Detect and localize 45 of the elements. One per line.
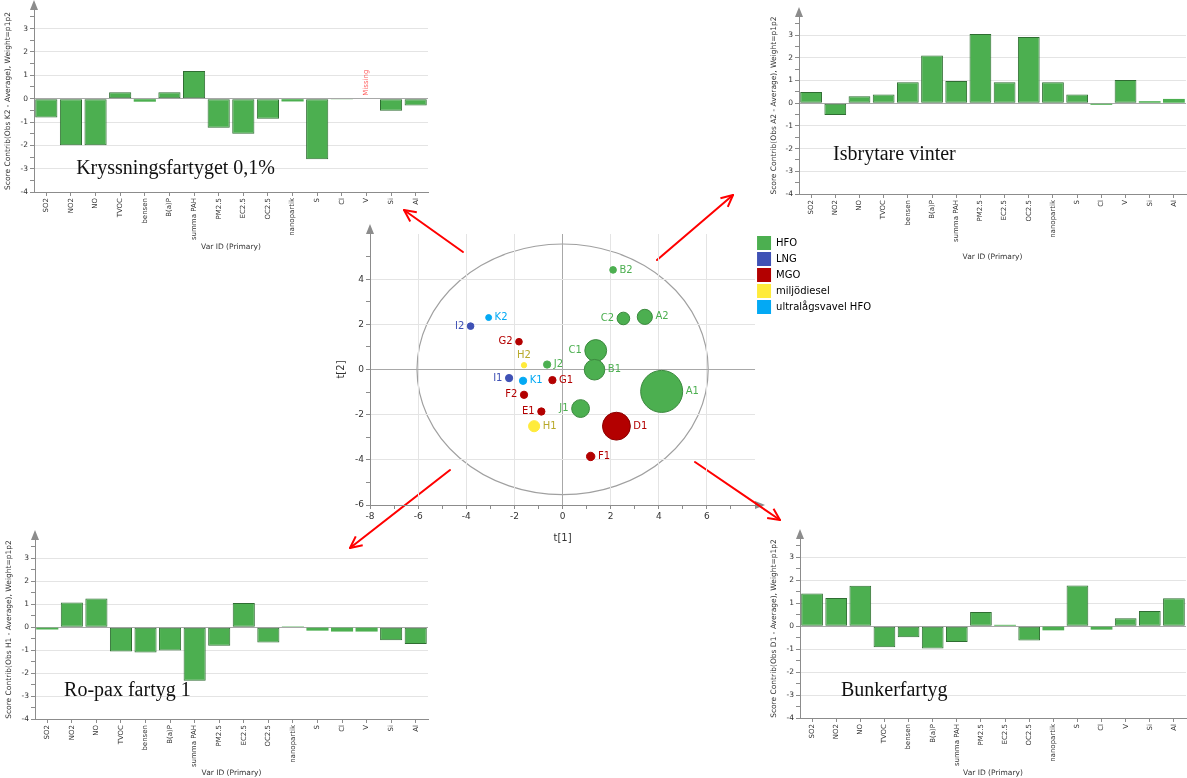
- x-tick-label: -2: [509, 510, 519, 521]
- legend-label: LNG: [776, 252, 797, 264]
- data-label: I2: [454, 319, 465, 331]
- data-label: F2: [505, 388, 518, 400]
- x-tick-label: 4: [655, 510, 662, 521]
- data-label: C1: [568, 344, 582, 356]
- data-label: C2: [600, 312, 615, 324]
- data-label: A1: [685, 385, 699, 396]
- x-axis-title: t[1]: [553, 531, 572, 543]
- text: Ro-pax fartyg 1: [64, 677, 191, 701]
- data-label: F1: [597, 450, 610, 462]
- x-tick-label: 2: [607, 510, 614, 521]
- x-tick-label: 6: [704, 510, 711, 521]
- data-label: J2: [552, 358, 564, 370]
- y-tick-label: 4: [358, 273, 365, 284]
- data-label: I1: [493, 371, 503, 383]
- legend-label: MGO: [776, 268, 801, 280]
- data-label: B2: [619, 263, 633, 275]
- data-label: K1: [529, 374, 543, 386]
- x-tick-label: -4: [461, 510, 472, 521]
- data-label: A2: [655, 310, 669, 322]
- data-label: E1: [522, 405, 535, 417]
- x-tick-label: 0: [559, 510, 566, 521]
- legend-label: ultralågsvavel HFO: [776, 299, 872, 312]
- y-tick-label: 2: [358, 318, 364, 329]
- data-label: H1: [542, 419, 557, 431]
- data-label: H2: [517, 349, 531, 361]
- x-tick-label: -8: [365, 510, 375, 521]
- legend-label: HFO: [776, 236, 798, 248]
- legend-label: miljödiesel: [776, 284, 830, 296]
- y-tick-label: 0: [358, 363, 365, 374]
- x-tick-label: -6: [413, 510, 423, 521]
- data-label: B1: [607, 363, 622, 375]
- data-label: K2: [494, 311, 508, 323]
- y-tick-label: -4: [355, 454, 365, 465]
- text: Kryssningsfartyget 0,1%: [76, 155, 276, 179]
- data-label: J1: [558, 402, 569, 414]
- text: Bunkerfartyg: [840, 678, 948, 702]
- text: Isbrytare vinter: [833, 142, 957, 166]
- data-label: G1: [559, 373, 574, 385]
- y-axis-title: t[2]: [334, 360, 346, 379]
- y-tick-label: -2: [355, 409, 364, 420]
- y-tick-label: -6: [355, 499, 365, 510]
- data-label: D1: [633, 419, 648, 431]
- data-label: G2: [498, 335, 513, 347]
